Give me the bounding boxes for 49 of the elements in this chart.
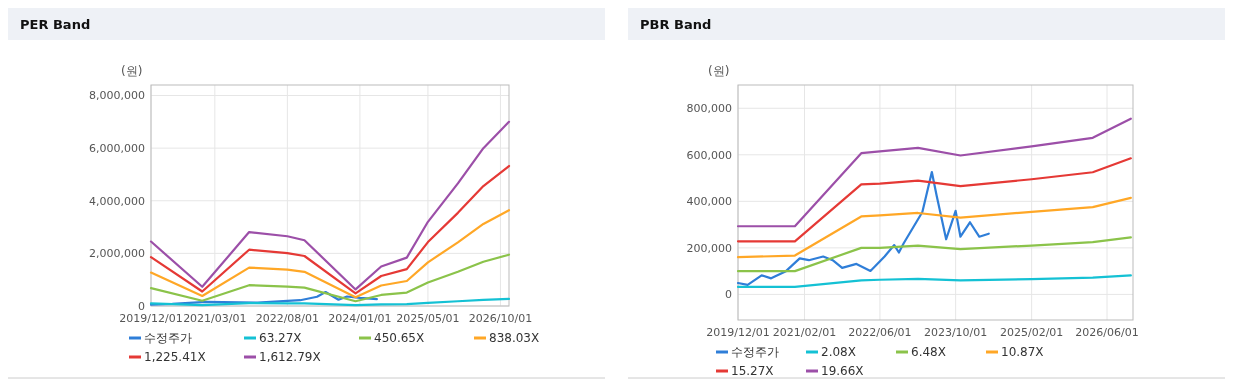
line-series	[149, 290, 378, 306]
line-series	[149, 120, 511, 291]
legend-label: 2.08X	[821, 345, 856, 360]
legend-label: 450.65X	[374, 331, 425, 346]
y-tick-label: 6,000,000	[89, 141, 145, 155]
x-tick-label: 2025/02/01	[999, 326, 1064, 339]
y-tick-label: 4,000,000	[89, 194, 145, 208]
x-tick-label: 2021/03/01	[183, 312, 247, 325]
legend-label: 수정주가	[731, 345, 779, 360]
legend-label: 6.48X	[911, 345, 946, 360]
legend-label: 1,225.41X	[144, 350, 206, 365]
legend-label: 1,612.79X	[259, 350, 321, 365]
x-tick-label: 2019/12/01	[119, 312, 183, 325]
y-tick-label: 400,000	[686, 195, 732, 209]
line-series	[736, 117, 1132, 228]
x-tick-label: 2026/10/01	[468, 312, 533, 325]
x-tick-label: 2025/05/01	[396, 312, 460, 325]
y-tick-label: 0	[138, 299, 145, 313]
y-tick-label: 8,000,000	[89, 89, 145, 103]
y-tick-label: 800,000	[686, 102, 732, 116]
x-tick-label: 2019/12/01	[706, 326, 770, 339]
legend-label: 19.66X	[821, 364, 864, 379]
x-tick-label: 2022/06/01	[848, 326, 912, 339]
legend-label: 63.27X	[259, 331, 302, 346]
line-series	[149, 209, 511, 299]
legend-label: 10.87X	[1001, 345, 1044, 360]
line-series	[736, 157, 1132, 243]
line-series	[736, 170, 990, 286]
chart-title: PBR Band	[640, 17, 712, 32]
x-tick-label: 2026/06/01	[1075, 326, 1139, 339]
y-axis-title: (원)	[708, 64, 730, 78]
legend-label: 15.27X	[731, 364, 774, 379]
legend-label: 수정주가	[144, 331, 192, 346]
legend-label: 838.03X	[489, 331, 540, 346]
y-tick-label: 2,000,000	[89, 247, 145, 261]
line-series	[736, 274, 1132, 289]
x-tick-label: 2023/10/01	[923, 326, 988, 339]
line-series	[149, 164, 511, 295]
y-tick-label: 0	[725, 288, 732, 302]
y-tick-label: 200,000	[686, 241, 732, 255]
chart-title: PER Band	[20, 17, 91, 32]
x-tick-label: 2021/02/01	[772, 326, 837, 339]
x-tick-label: 2024/01/01	[328, 312, 392, 325]
x-tick-label: 2022/08/01	[255, 312, 320, 325]
line-series	[736, 196, 1132, 259]
line-series	[736, 236, 1132, 273]
y-tick-label: 600,000	[686, 148, 732, 162]
y-axis-title: (원)	[121, 64, 143, 78]
line-series	[149, 253, 511, 303]
